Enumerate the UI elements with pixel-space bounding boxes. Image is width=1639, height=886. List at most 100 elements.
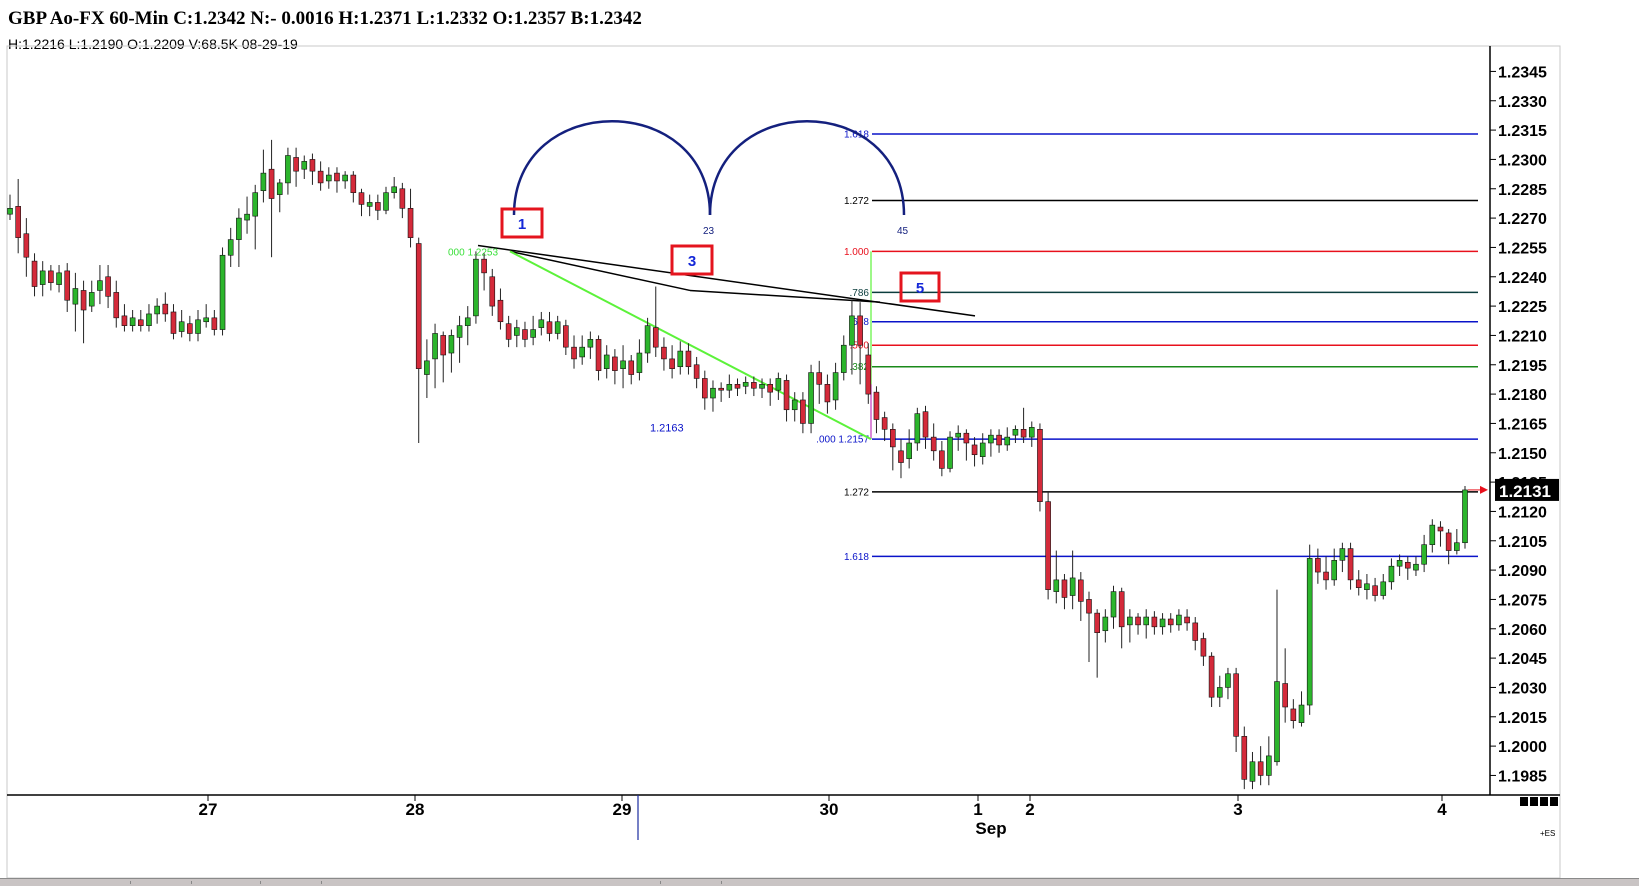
candle-body: [1388, 565, 1395, 583]
candle-body: [56, 272, 62, 285]
candle-body: [873, 391, 880, 420]
candle-body: [170, 311, 177, 334]
candle-body: [538, 319, 545, 328]
candle-body: [1372, 585, 1378, 596]
price-tick-label: 1.2105: [1498, 534, 1547, 551]
price-tick-label: 1.2015: [1498, 710, 1547, 727]
candle-body: [1274, 681, 1280, 763]
price-tick-label: 1.2285: [1498, 182, 1547, 199]
candle-body: [914, 413, 921, 444]
candle-body: [702, 378, 708, 399]
candle-body: [211, 317, 218, 330]
candle-body: [1004, 436, 1011, 446]
candle-body: [955, 432, 962, 438]
candle-body: [1167, 618, 1174, 626]
fib-level-label: 1.618: [844, 130, 869, 141]
candle-body: [1208, 655, 1215, 698]
candle-body: [644, 325, 651, 354]
candle-body: [481, 258, 487, 274]
candle-body: [440, 335, 447, 356]
candle-body: [97, 280, 103, 291]
price-tick-label: 1.2075: [1498, 592, 1547, 609]
candle-body: [849, 315, 855, 346]
price-tick-label: 1.2090: [1498, 563, 1547, 580]
candle-body: [1413, 563, 1419, 571]
candle-body: [759, 384, 765, 389]
candle-body: [587, 339, 594, 348]
price-tick-label: 1.2240: [1498, 270, 1547, 287]
candle-body: [203, 317, 209, 323]
price-tick-label: 1.2165: [1498, 416, 1547, 433]
candle-body: [546, 321, 553, 334]
candle-body: [652, 327, 659, 348]
candle-body: [767, 384, 773, 393]
candle-body: [808, 372, 814, 424]
candle-body: [947, 436, 953, 469]
candle-body: [1298, 704, 1305, 723]
time-tick-label: 3: [1233, 800, 1242, 819]
candle-body: [1355, 579, 1362, 589]
candle-body: [375, 202, 381, 211]
candle-body: [317, 170, 324, 184]
trend-line-lower: [689, 289, 881, 303]
candle-body: [971, 444, 978, 456]
bar-info: H:1.2216 L:1.2190 O:1.2209 V:68.5K 08-29…: [8, 36, 298, 52]
fib-level-label: .500: [850, 341, 870, 352]
candle-body: [113, 292, 120, 319]
time-tick-label: 1: [973, 800, 982, 819]
candle-body: [1045, 501, 1051, 590]
candle-body: [325, 174, 332, 182]
candle-body: [137, 319, 144, 326]
candle-body: [497, 299, 504, 323]
candle-body: [80, 290, 87, 311]
time-tick-label: 27: [199, 800, 218, 819]
candle-body: [685, 350, 692, 368]
candle-body: [890, 429, 896, 448]
bottom-scrollbar[interactable]: [0, 878, 1639, 886]
candle-body: [448, 335, 455, 354]
candle-body: [1143, 616, 1150, 626]
candle-body: [1200, 638, 1207, 657]
candle-body: [383, 192, 389, 211]
candle-body: [1053, 579, 1060, 592]
candle-body: [1037, 429, 1043, 502]
candle-body: [366, 202, 373, 207]
time-axis[interactable]: 27 28 29 30 1 2 3 4 Sep +ES: [7, 794, 1560, 840]
wave-box: [899, 271, 941, 303]
scroll-block: [1530, 797, 1538, 806]
pattern-drawings: 000 1.2253 1.2163 23 45 1 3 5: [448, 120, 976, 440]
mid-price-label: 1.2163: [650, 422, 684, 434]
candle-body: [1290, 708, 1297, 721]
price-tick-label: 1.2345: [1498, 64, 1547, 81]
wave-box: [670, 244, 714, 276]
candle-body: [661, 346, 667, 360]
fib-level-label: .786: [850, 288, 870, 299]
candle-body: [881, 417, 888, 430]
candle-body: [1429, 524, 1436, 545]
candle-body: [751, 382, 757, 389]
corner-label: +ES: [1540, 829, 1555, 838]
price-tick-label: 1.2195: [1498, 358, 1547, 375]
candle-body: [244, 213, 250, 221]
candle-body: [824, 384, 831, 403]
candle-body: [464, 317, 471, 326]
candle-body: [407, 208, 414, 238]
candle-body: [554, 321, 561, 334]
candle-body: [742, 382, 749, 387]
time-tick-label: 30: [820, 800, 839, 819]
candle-body: [23, 233, 30, 258]
candle-body: [48, 270, 54, 283]
candle-body: [187, 323, 193, 334]
fib-level-label: .000 1.2157: [816, 435, 869, 446]
price-axis[interactable]: 1.2345 1.2330 1.2315 1.2300 1.2285 1.2270 1.22…: [1468, 46, 1559, 795]
candle-body: [15, 206, 21, 238]
candle-body: [1151, 616, 1158, 628]
candle-body: [178, 321, 185, 332]
candle-body: [1094, 612, 1100, 633]
candle-body: [783, 380, 790, 411]
candle-body: [922, 411, 929, 438]
candle-body: [775, 378, 782, 391]
price-tick-label: 1.2045: [1498, 651, 1547, 668]
candle-body: [1437, 526, 1444, 532]
